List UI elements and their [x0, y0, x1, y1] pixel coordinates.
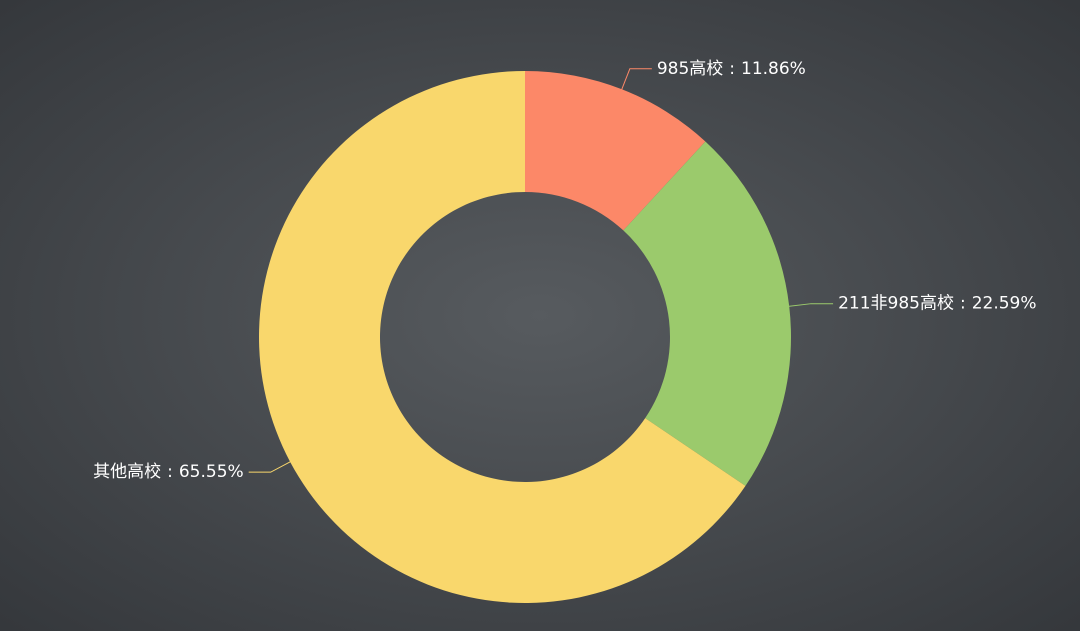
donut-slice — [623, 141, 791, 486]
donut-slice — [259, 70, 746, 603]
label-value: 22.59% — [972, 294, 1037, 314]
donut-slice — [525, 71, 706, 231]
data-label: 985高校:11.86% — [657, 59, 806, 79]
label-separator: : — [960, 294, 966, 314]
label-value: 65.55% — [179, 462, 244, 482]
label-value: 11.86% — [741, 59, 806, 79]
label-category: 211非985高校 — [838, 294, 954, 314]
leader-line — [620, 68, 652, 92]
leader-line — [787, 303, 834, 307]
label-category: 985高校 — [657, 59, 723, 79]
label-separator: : — [167, 462, 173, 482]
data-label: 211非985高校:22.59% — [838, 294, 1036, 314]
label-separator: : — [729, 59, 735, 79]
label-category: 其他高校 — [93, 462, 161, 482]
data-label: 其他高校:65.55% — [93, 462, 244, 482]
leader-line — [248, 460, 293, 473]
